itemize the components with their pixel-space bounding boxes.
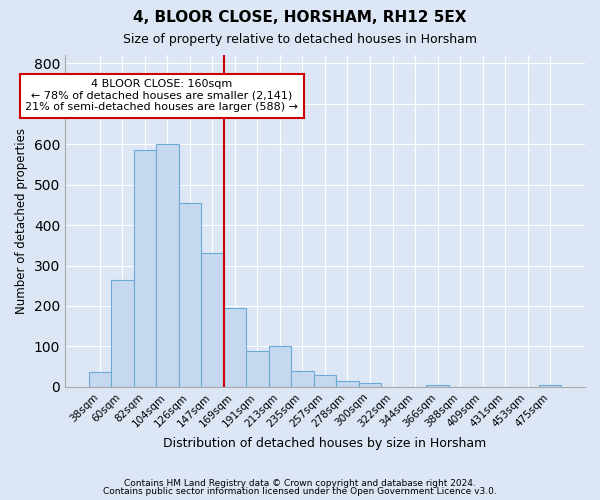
X-axis label: Distribution of detached houses by size in Horsham: Distribution of detached houses by size … <box>163 437 487 450</box>
Text: Size of property relative to detached houses in Horsham: Size of property relative to detached ho… <box>123 32 477 46</box>
Bar <box>89 372 111 387</box>
Text: Contains public sector information licensed under the Open Government Licence v3: Contains public sector information licen… <box>103 487 497 496</box>
Bar <box>291 371 314 387</box>
Bar <box>336 381 359 387</box>
Bar <box>156 144 179 387</box>
Bar <box>224 308 246 387</box>
Bar <box>314 375 336 387</box>
Bar <box>426 385 449 387</box>
Y-axis label: Number of detached properties: Number of detached properties <box>15 128 28 314</box>
Bar <box>111 280 134 387</box>
Bar <box>359 383 381 387</box>
Bar <box>179 203 201 387</box>
Bar <box>539 385 562 387</box>
Bar <box>134 150 156 387</box>
Text: 4 BLOOR CLOSE: 160sqm
← 78% of detached houses are smaller (2,141)
21% of semi-d: 4 BLOOR CLOSE: 160sqm ← 78% of detached … <box>25 80 298 112</box>
Bar <box>246 350 269 387</box>
Bar <box>269 346 291 387</box>
Text: 4, BLOOR CLOSE, HORSHAM, RH12 5EX: 4, BLOOR CLOSE, HORSHAM, RH12 5EX <box>133 10 467 25</box>
Text: Contains HM Land Registry data © Crown copyright and database right 2024.: Contains HM Land Registry data © Crown c… <box>124 478 476 488</box>
Bar <box>201 254 224 387</box>
